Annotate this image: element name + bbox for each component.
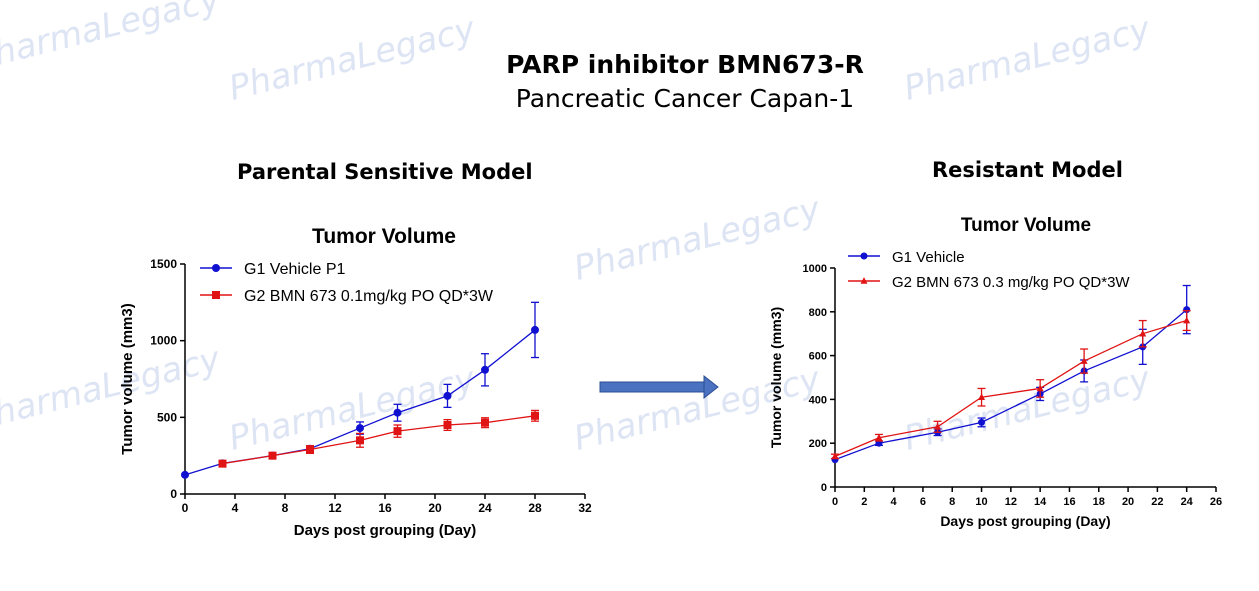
x-tick-label: 14 — [1034, 496, 1047, 508]
y-axis-label: Tumor volume (mm3) — [768, 307, 784, 448]
x-tick-label: 20 — [428, 501, 442, 515]
series-line — [222, 415, 536, 465]
page-title: PARP inhibitor BMN673-R — [506, 50, 864, 79]
y-tick-label: 800 — [809, 307, 827, 319]
y-tick-label: 400 — [809, 394, 827, 406]
data-point — [1139, 329, 1147, 337]
data-point — [978, 393, 986, 401]
x-tick-label: 24 — [478, 501, 492, 515]
x-tick-label: 0 — [182, 501, 189, 515]
arrow-head — [703, 374, 719, 400]
series-line — [834, 319, 1187, 457]
data-point — [1036, 384, 1044, 392]
x-tick-label: 6 — [920, 496, 926, 508]
y-tick-label: 500 — [157, 410, 177, 424]
y-tick-label: 0 — [821, 482, 827, 494]
y-tick-label: 1500 — [150, 257, 177, 271]
x-tick-label: 2 — [861, 496, 867, 508]
data-point — [978, 418, 986, 426]
x-tick-label: 32 — [578, 501, 592, 515]
x-tick-label: 18 — [1093, 496, 1105, 508]
data-point — [934, 422, 942, 430]
data-point — [443, 421, 452, 429]
data-point — [1183, 316, 1191, 324]
x-axis-label: Days post grouping (Day) — [294, 522, 477, 539]
legend-label: G2 BMN 673 0.3 mg/kg PO QD*3W — [892, 274, 1130, 291]
data-point — [268, 451, 277, 460]
data-point — [393, 408, 402, 417]
legend-label: G2 BMN 673 0.1mg/kg PO QD*3W — [244, 288, 494, 305]
x-tick-label: 16 — [378, 501, 392, 515]
data-point — [356, 424, 364, 433]
y-axis-label: Tumor volume (mm3) — [119, 303, 136, 454]
data-point — [181, 470, 189, 479]
legend-marker — [860, 277, 868, 284]
data-point — [393, 427, 402, 436]
x-tick-label: 12 — [1005, 496, 1017, 508]
legend-label: G1 Vehicle — [892, 249, 965, 266]
x-tick-label: 16 — [1063, 496, 1075, 508]
data-point — [356, 436, 364, 445]
data-point — [218, 459, 227, 468]
legend-marker — [212, 264, 220, 272]
y-tick-label: 600 — [809, 351, 827, 363]
arrow-icon — [599, 374, 719, 400]
legend-marker — [860, 252, 868, 260]
x-tick-label: 8 — [282, 501, 289, 515]
data-point — [875, 433, 883, 441]
x-tick-label: 24 — [1181, 496, 1194, 508]
legend-label: G1 Vehicle P1 — [244, 261, 346, 278]
x-tick-label: 26 — [1210, 496, 1222, 508]
x-tick-label: 4 — [891, 496, 898, 508]
x-axis-label: Days post grouping (Day) — [940, 513, 1110, 529]
x-tick-label: 0 — [832, 496, 838, 508]
right-panel-title: Resistant Model — [932, 158, 1123, 182]
chart-title: Tumor Volume — [961, 215, 1091, 236]
data-point — [531, 411, 539, 420]
y-tick-label: 1000 — [803, 263, 827, 275]
data-point — [831, 452, 839, 460]
left-panel-title: Parental Sensitive Model — [237, 160, 533, 184]
x-tick-label: 8 — [949, 496, 955, 508]
y-tick-label: 1000 — [150, 334, 177, 348]
x-tick-label: 10 — [975, 496, 987, 508]
x-tick-label: 28 — [528, 501, 542, 515]
data-point — [481, 418, 489, 427]
arrow-shaft — [599, 381, 705, 393]
series-line — [184, 329, 536, 476]
y-tick-label: 200 — [809, 438, 827, 450]
data-point — [1183, 306, 1191, 314]
chart-left: Tumor Volume 0 4 8 12 16 20 24 28 32 0 500 1000 1500 D… — [119, 225, 592, 539]
data-point — [531, 325, 539, 334]
x-tick-label: 20 — [1122, 496, 1134, 508]
y-tick-label: 0 — [170, 487, 177, 501]
data-point — [1080, 357, 1088, 364]
data-point — [443, 391, 452, 400]
x-tick-label: 22 — [1151, 496, 1163, 508]
x-tick-label: 12 — [328, 501, 342, 515]
x-tick-label: 4 — [232, 501, 239, 515]
page-subtitle: Pancreatic Cancer Capan-1 — [515, 84, 855, 113]
chart-title: Tumor Volume — [312, 225, 456, 248]
legend-marker — [212, 291, 220, 299]
series-line — [834, 309, 1188, 461]
data-point — [481, 365, 489, 374]
data-point — [306, 445, 314, 454]
